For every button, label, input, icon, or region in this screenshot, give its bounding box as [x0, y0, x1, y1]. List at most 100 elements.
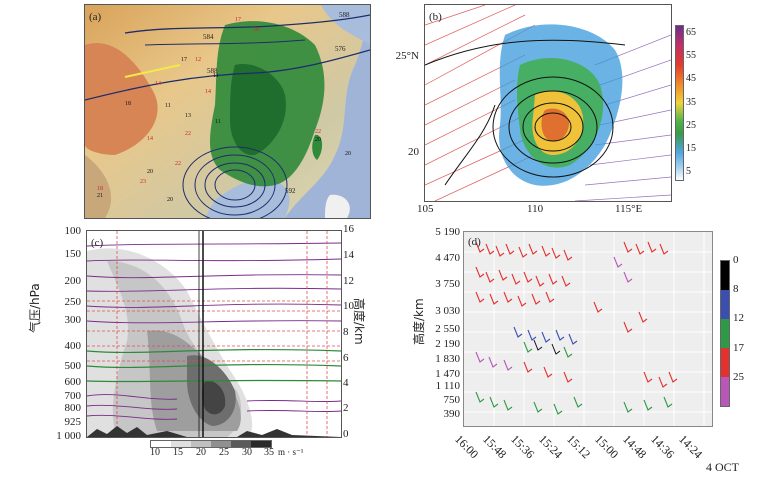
panel-c-p-925: 925: [64, 416, 82, 428]
panel-c-p-100: 100: [64, 225, 82, 237]
panel-d-wind-profile: (d): [463, 231, 713, 427]
panel-d-t-1512: 15:12: [564, 432, 594, 462]
panel-c-p-150: 150: [64, 248, 82, 260]
panel-d-colorbar: [720, 260, 730, 407]
svg-text:13: 13: [185, 113, 191, 119]
panel-b-cbar-tick-55: 55: [686, 50, 696, 61]
svg-text:18: 18: [253, 27, 259, 33]
svg-text:14: 14: [147, 136, 153, 142]
panel-d-h-3030: 3 030: [435, 305, 460, 317]
panel-c-p-800: 800: [64, 402, 82, 414]
panel-a-contour-label-1: 588: [339, 11, 350, 19]
panel-c-h-4: 4: [343, 377, 349, 389]
panel-c-cbar-tick-20: 20: [196, 447, 206, 458]
panel-d-date-label: 4 OCT: [706, 460, 739, 474]
panel-d-t-1524: 15:24: [536, 432, 566, 462]
panel-d-cbar-seg-12: [721, 319, 729, 348]
panel-c-graphic: [87, 231, 341, 437]
panel-d-cbar-seg-25: [721, 377, 729, 406]
panel-d-h-5190: 5 190: [435, 226, 460, 238]
panel-b-label: (b): [429, 11, 442, 23]
panel-c-cbar-seg-4: [211, 441, 231, 447]
panel-c-h-8: 8: [343, 326, 349, 338]
panel-b-lon-110: 110: [527, 203, 544, 215]
svg-text:12: 12: [195, 57, 201, 63]
panel-c-ylabel-left: 气压/hPa: [28, 283, 42, 333]
panel-b-cbar-tick-65: 65: [686, 27, 696, 38]
panel-c-p-700: 700: [64, 390, 82, 402]
panel-d-t-1448: 14:48: [620, 432, 650, 462]
panel-d-t-1436: 14:36: [648, 432, 678, 462]
panel-c-cbar-tick-25: 25: [219, 447, 229, 458]
svg-text:20: 20: [345, 151, 351, 157]
panel-d-t-1548: 15:48: [480, 432, 510, 462]
panel-c-p-200: 200: [64, 275, 82, 287]
panel-d-graphic: [464, 232, 712, 426]
panel-c-h-16: 16: [343, 223, 354, 235]
panel-d-h-2550: 2 550: [435, 323, 460, 335]
panel-b-lat-25: 25°N: [395, 50, 419, 62]
panel-d-h-2190: 2 190: [435, 338, 460, 350]
svg-text:20: 20: [167, 197, 173, 203]
panel-a-label: (a): [89, 11, 102, 23]
panel-d-cbar-seg-8: [721, 290, 729, 319]
panel-c-h-14: 14: [343, 249, 354, 261]
panel-c-cbar-tick-15: 15: [173, 447, 183, 458]
panel-d-cbar-tick-17: 17: [733, 342, 744, 354]
panel-a-map: 17 18 12 14 14 14 22 22 22 23 18 17 11 18 11 13 11 …: [84, 4, 371, 219]
svg-text:22: 22: [185, 131, 191, 137]
panel-d-cbar-seg-17: [721, 348, 729, 377]
panel-c-h-6: 6: [343, 352, 349, 364]
panel-d-h-1470: 1 470: [435, 368, 460, 380]
panel-a-contour-label-4: 588: [207, 67, 218, 75]
svg-text:21: 21: [97, 193, 103, 199]
panel-c-h-12: 12: [343, 275, 354, 287]
panel-c-cbar-seg-6: [251, 441, 271, 447]
panel-c-cbar-seg-1: [151, 441, 171, 447]
panel-d-t-1500: 15:00: [592, 432, 622, 462]
svg-text:22: 22: [175, 161, 181, 167]
panel-b-lon-115: 115°E: [615, 203, 643, 215]
panel-c-p-400: 400: [64, 340, 82, 352]
panel-c-p-1000: 1 000: [56, 430, 81, 442]
panel-b-radar-graphic: [425, 5, 671, 201]
panel-b-lat-20: 20: [408, 146, 419, 158]
panel-c-p-300: 300: [64, 314, 82, 326]
svg-text:11: 11: [213, 73, 219, 79]
panel-d-cbar-tick-0: 0: [733, 254, 739, 266]
panel-d-t-1424: 14:24: [676, 432, 706, 462]
panel-c-cbar-tick-30: 30: [242, 447, 252, 458]
panel-c-p-600: 600: [64, 376, 82, 388]
panel-d-h-4470: 4 470: [435, 252, 460, 264]
panel-d-h-1830: 1 830: [435, 353, 460, 365]
panel-b-cbar-tick-5: 5: [686, 166, 691, 177]
panel-c-cbar-tick-10: 10: [150, 447, 160, 458]
panel-d-label: (d): [468, 236, 481, 248]
svg-text:20: 20: [147, 169, 153, 175]
panel-c-h-10: 10: [343, 300, 354, 312]
panel-d-cbar-tick-25: 25: [733, 371, 744, 383]
svg-text:11: 11: [165, 103, 171, 109]
panel-c-cbar-seg-2: [171, 441, 191, 447]
panel-b-cbar-tick-15: 15: [686, 143, 696, 154]
panel-d-h-3750: 3 750: [435, 278, 460, 290]
panel-c-cbar-tick-35: 35: [264, 447, 274, 458]
panel-c-cbar-seg-3: [191, 441, 211, 447]
svg-text:18: 18: [97, 186, 103, 192]
panel-d-t-1536: 15:36: [508, 432, 538, 462]
panel-d-t-1600: 16:00: [452, 432, 482, 462]
panel-d-h-1110: 1 110: [435, 380, 460, 392]
panel-d-cbar-tick-12: 12: [733, 312, 744, 324]
panel-a-contour-label-2: 584: [203, 33, 214, 41]
panel-c-p-250: 250: [64, 296, 82, 308]
panel-c-p-500: 500: [64, 360, 82, 372]
panel-b-cbar-tick-35: 35: [686, 97, 696, 108]
panel-c-ylabel-right: 高度/km: [352, 298, 366, 345]
svg-text:20: 20: [315, 137, 321, 143]
panel-c-colorbar: [150, 440, 272, 448]
panel-d-h-750: 750: [443, 394, 461, 406]
svg-text:18: 18: [125, 101, 131, 107]
svg-text:17: 17: [181, 57, 187, 63]
panel-a-contour-label-5: 592: [285, 187, 296, 195]
